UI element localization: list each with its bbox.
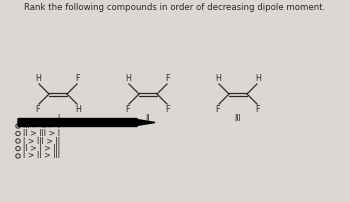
Text: I: I xyxy=(57,114,59,123)
Text: F: F xyxy=(166,74,170,83)
Polygon shape xyxy=(18,119,155,126)
Text: II: II xyxy=(146,114,150,123)
Text: H: H xyxy=(75,105,81,114)
Text: H: H xyxy=(255,74,261,83)
Text: H: H xyxy=(215,74,221,83)
Text: F: F xyxy=(256,105,260,114)
Text: H: H xyxy=(125,74,131,83)
Text: II > III > I: II > III > I xyxy=(23,129,60,138)
Text: F: F xyxy=(126,105,130,114)
Text: F: F xyxy=(166,105,170,114)
Text: III: III xyxy=(234,114,241,123)
Text: I > II > III: I > II > III xyxy=(23,152,60,161)
Text: II > I > III: II > I > III xyxy=(23,144,60,153)
Text: F: F xyxy=(76,74,80,83)
Text: Rank the following compounds in order of decreasing dipole moment.: Rank the following compounds in order of… xyxy=(25,3,326,12)
Text: III > II > I: III > II > I xyxy=(23,121,60,130)
Text: F: F xyxy=(216,105,220,114)
Text: I > III > II: I > III > II xyxy=(23,137,60,145)
Text: F: F xyxy=(36,105,40,114)
Text: H: H xyxy=(35,74,41,83)
